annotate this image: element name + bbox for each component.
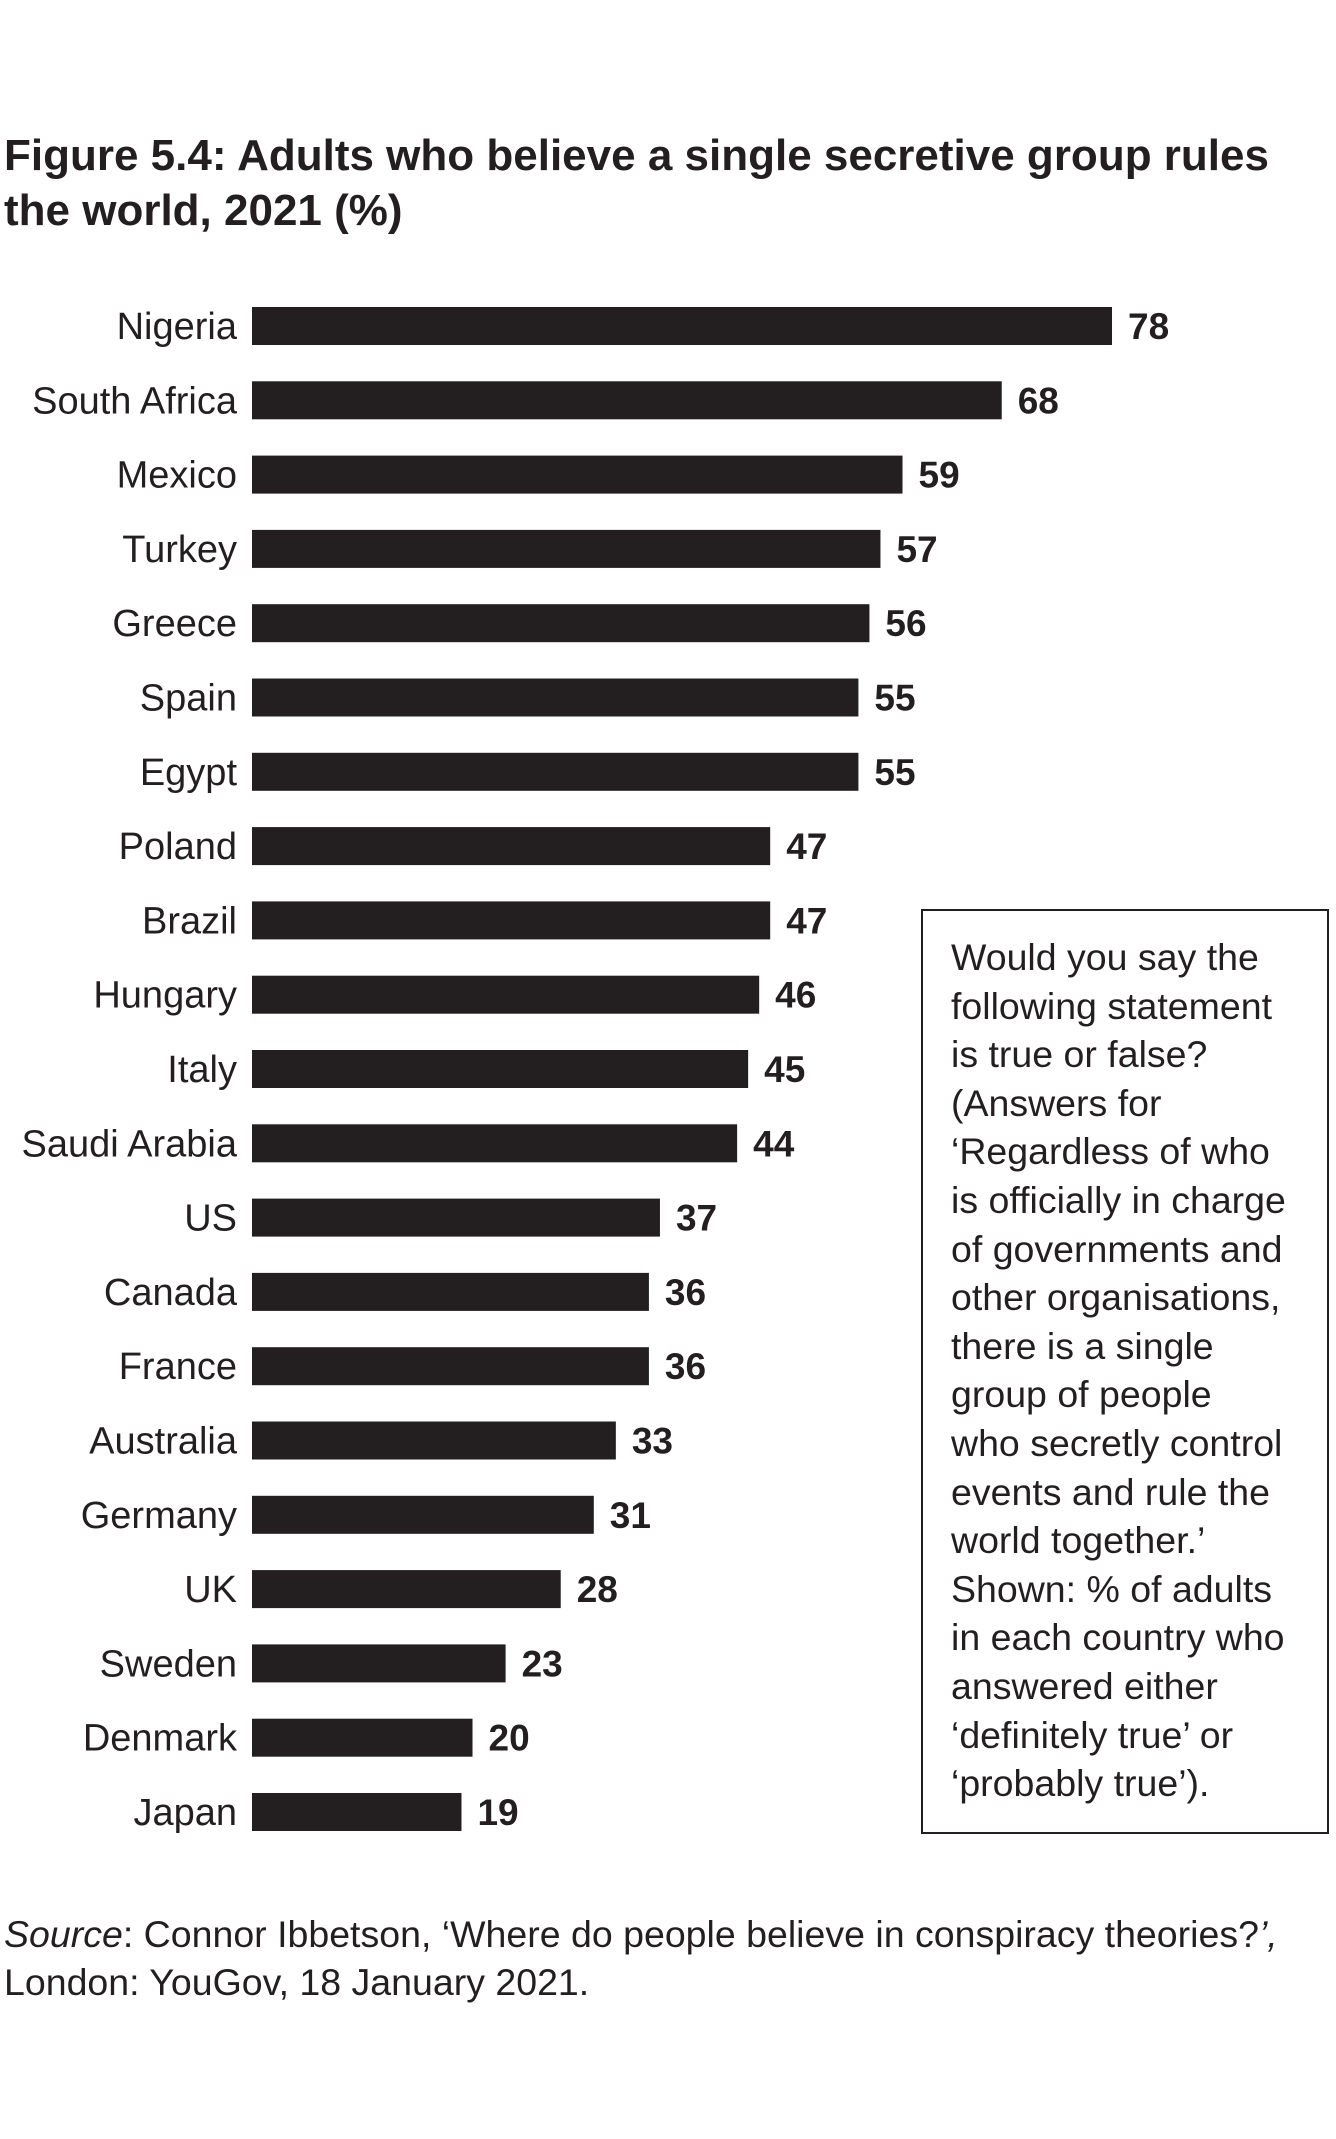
category-label: Canada xyxy=(104,1272,238,1314)
category-label: Spain xyxy=(140,678,237,720)
category-label: US xyxy=(184,1198,237,1240)
value-label: 55 xyxy=(874,678,915,719)
source-note: Source: Connor Ibbetson, ‘Where do peopl… xyxy=(4,1910,1324,2006)
category-label: Italy xyxy=(167,1049,237,1091)
value-label: 28 xyxy=(577,1569,618,1610)
bar-brazil xyxy=(252,901,771,940)
value-label: 55 xyxy=(874,752,915,793)
bar-italy xyxy=(252,1050,749,1088)
category-label: Saudi Arabia xyxy=(22,1123,238,1165)
bar-uk xyxy=(252,1570,561,1609)
bars-layer: Nigeria 78 South Africa 68 Mexico 59 Turkey 57 G… xyxy=(22,306,1170,1834)
bar-us xyxy=(252,1198,660,1237)
bar-nigeria xyxy=(252,307,1112,345)
source-text: : Connor Ibbetson, ‘Where do people beli… xyxy=(122,1913,1259,1955)
bar-hungary xyxy=(252,975,760,1014)
category-label: UK xyxy=(184,1569,237,1611)
bar-chart: Nigeria 78 South Africa 68 Mexico 59 Turkey 57 G… xyxy=(22,306,1170,1834)
source-label: Source xyxy=(4,1913,123,1955)
value-label: 44 xyxy=(753,1123,795,1164)
value-label: 20 xyxy=(489,1718,530,1759)
category-label: France xyxy=(119,1346,237,1388)
value-label: 78 xyxy=(1128,306,1169,347)
category-label: Brazil xyxy=(142,900,237,942)
category-label: Australia xyxy=(89,1421,238,1463)
value-label: 36 xyxy=(665,1346,706,1387)
bar-sweden xyxy=(252,1644,506,1683)
value-label: 57 xyxy=(896,529,937,570)
bar-denmark xyxy=(252,1718,473,1757)
value-label: 19 xyxy=(477,1792,518,1833)
source-italic-mark: ’, xyxy=(1258,1913,1278,1955)
category-label: Greece xyxy=(112,603,237,645)
source-publisher: London: YouGov, 18 January 2021. xyxy=(4,1961,590,2003)
bar-egypt xyxy=(252,752,859,791)
question-note-box: Would you say the following statement is… xyxy=(921,909,1329,1834)
bar-france xyxy=(252,1347,649,1386)
value-label: 56 xyxy=(885,603,926,644)
value-label: 45 xyxy=(764,1049,805,1090)
question-note-text: Would you say the following statement is… xyxy=(951,936,1286,1805)
category-label: Germany xyxy=(81,1495,237,1537)
bar-poland xyxy=(252,827,771,866)
category-label: Hungary xyxy=(93,975,237,1017)
chart-title: Figure 5.4: Adults who believe a single … xyxy=(4,131,1269,235)
value-label: 37 xyxy=(676,1198,717,1239)
value-label: 46 xyxy=(775,975,816,1016)
category-label: Poland xyxy=(119,826,237,868)
category-label: Denmark xyxy=(83,1718,238,1760)
bar-turkey xyxy=(252,529,881,568)
bar-saudi-arabia xyxy=(252,1124,738,1163)
category-label: Mexico xyxy=(117,455,237,497)
bar-germany xyxy=(252,1495,594,1534)
value-label: 68 xyxy=(1018,380,1059,421)
value-label: 59 xyxy=(919,455,960,496)
category-label: Nigeria xyxy=(117,306,238,348)
category-label: Japan xyxy=(133,1792,237,1834)
value-label: 36 xyxy=(665,1272,706,1313)
bar-japan xyxy=(252,1793,462,1831)
value-label: 47 xyxy=(786,900,827,941)
bar-greece xyxy=(252,604,870,643)
category-label: South Africa xyxy=(32,380,238,422)
bar-spain xyxy=(252,678,859,717)
value-label: 33 xyxy=(632,1421,673,1462)
category-label: Turkey xyxy=(122,529,237,571)
bar-mexico xyxy=(252,455,903,494)
bar-australia xyxy=(252,1421,616,1460)
value-label: 47 xyxy=(786,826,827,867)
bar-canada xyxy=(252,1272,649,1311)
category-label: Egypt xyxy=(140,752,238,794)
value-label: 31 xyxy=(610,1495,651,1536)
value-label: 23 xyxy=(522,1643,563,1684)
category-label: Sweden xyxy=(100,1643,237,1685)
bar-south-africa xyxy=(252,381,1002,420)
